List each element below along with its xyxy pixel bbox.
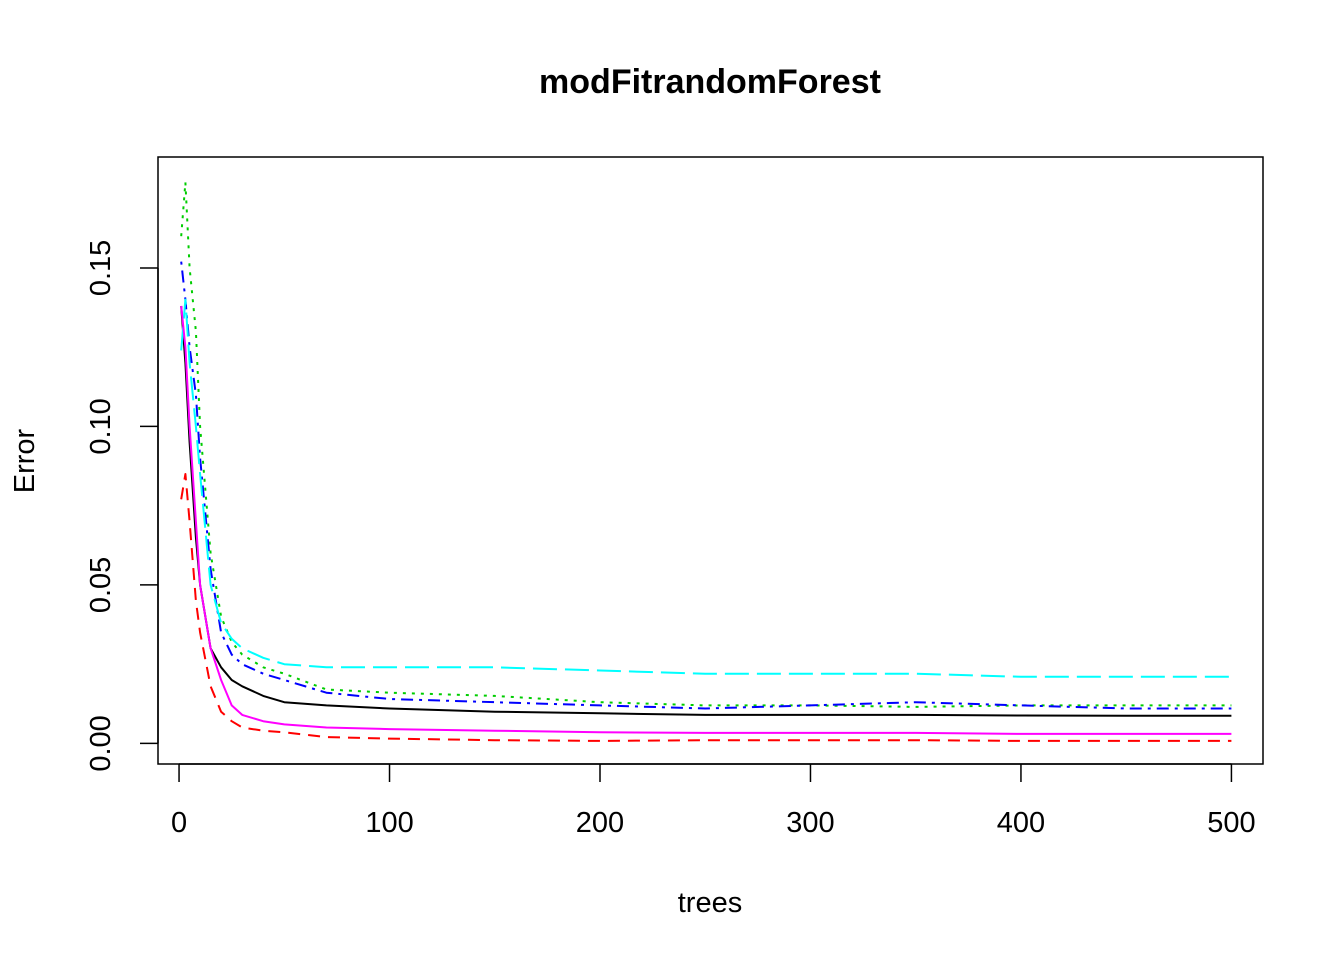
series-layer: [180, 181, 1232, 742]
y-tick-label: 0.10: [85, 398, 117, 454]
x-tick-label: 500: [1207, 807, 1255, 839]
x-tick-label: 200: [576, 807, 624, 839]
y-axis-label: Error: [9, 428, 41, 493]
y-tick-label: 0.00: [85, 715, 117, 771]
series-line-5: [180, 298, 1232, 678]
x-tick-label: 400: [997, 807, 1045, 839]
series-line-4: [180, 261, 1232, 710]
x-tick-label: 300: [786, 807, 834, 839]
x-axis: 0 100 200 300 400 500: [171, 763, 1256, 839]
series-line-6: [180, 305, 1232, 735]
y-tick-label: 0.05: [85, 557, 117, 613]
y-axis: 0.00 0.05 0.10 0.15: [85, 240, 159, 772]
x-axis-label: trees: [678, 887, 742, 919]
series-line-1: [180, 305, 1232, 717]
x-tick-label: 100: [365, 807, 413, 839]
x-tick-label: 0: [171, 807, 187, 839]
y-tick-label: 0.15: [85, 240, 117, 296]
chart-title: modFitrandomForest: [539, 63, 881, 101]
series-line-2: [180, 473, 1232, 742]
series-line-3: [180, 181, 1232, 708]
